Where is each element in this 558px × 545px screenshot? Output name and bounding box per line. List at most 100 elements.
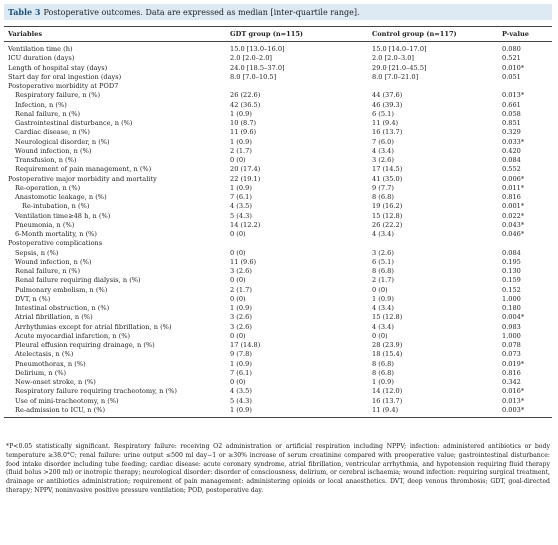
table-body: Ventilation time (h) 15.0 [13.0–16.0] 15.0… [4,42,552,418]
cell: 0.521 [502,54,521,63]
cell: 0.001* [502,202,525,211]
cell: 15.0 [14.0–17.0] [372,45,427,53]
table-row: Re-admission to ICU, n (%) 1 (0.9) 11 (9.4… [4,405,552,418]
table-row: Re-intubation, n (%) 4 (3.5) 19 (16.2) 0.00… [4,202,552,211]
cell: 0.329 [502,128,521,137]
cell: 0.058 [502,109,521,118]
row-label: Infection, n (%) [15,100,67,109]
cell: 14 (12.2) [230,220,261,229]
cell: 11 (9.4) [368,405,498,418]
cell: 1 (0.9) [230,109,252,118]
cell: 4 (3.4) [372,230,394,238]
cell: 0 (0) [230,331,246,340]
table-row: Arrhythmias except for atrial fibrillati… [4,323,552,332]
cell: 15.0 [13.0–16.0] [230,45,285,53]
cell: 9 (7.8) [230,350,252,359]
row-label: Respiratory failure, n (%) [15,91,101,100]
table-row: Length of hospital stay (days) 24.0 [18.5… [4,64,552,73]
cell: 0.078 [502,341,521,349]
cell: 42 (36.5) [230,100,261,109]
cell: 1 (0.9) [372,294,394,303]
cell: 7 (6.0) [372,137,394,146]
cell: 0.816 [502,368,521,377]
cell: 11 (9.6) [230,128,257,137]
column-header: P-value [498,26,552,42]
table-label: Table 3 [8,7,41,17]
cell: 0.019* [502,359,525,368]
table-row: Respiratory failure, n (%) 26 (22.6) 44 (3… [4,91,552,100]
cell: 46 (39.3) [372,100,403,109]
column-header: GDT group (n=115) [226,26,368,42]
table-row: Postoperative morbidity at POD7 [4,82,552,91]
table-row: Gastrointestinal disturbance, n (%) 10 (8… [4,119,552,128]
cell: 41 (35.0) [372,174,403,183]
row-label: Use of mini-tracheotomy, n (%) [15,396,119,405]
cell: 8 (6.8) [372,368,394,377]
row-label: Atrial fibrillation, n (%) [15,313,93,322]
footnote: *P<0.05 statistically significant. Respi… [6,443,550,494]
cell: 0.003* [498,405,552,418]
cell: 17 (14.5) [372,165,403,174]
cell: 1 (0.9) [230,183,252,192]
row-label: Pneumothorax, n (%) [15,359,86,368]
row-label: Renal failure, n (%) [15,109,81,118]
cell: 0.195 [502,257,521,266]
table-row: Use of mini-tracheotomy, n (%) 5 (4.3) 16 … [4,397,552,406]
cell: 2.0 [2.0–3.0] [372,54,414,63]
cell: 0.152 [502,285,521,294]
cell: 4 (3.4) [372,322,394,331]
cell: 4 (3.4) [372,146,394,155]
cell: 0.130 [502,267,521,275]
row-label: Atelectasis, n (%) [15,350,74,359]
row-label: Re-operation, n (%) [15,183,81,192]
cell: 18 (15.4) [372,350,403,359]
table-row: Intestinal obstruction, n (%) 1 (0.9) 4 (3… [4,304,552,313]
table-row: Pneumothorax, n (%) 1 (0.9) 8 (6.8) 0.019* [4,360,552,369]
cell: 0.016* [502,387,525,396]
row-label: Postoperative complications [8,239,103,248]
row-label: Wound infection, n (%) [15,257,92,266]
cell: 1 (0.9) [230,359,252,368]
cell: 3 (2.6) [372,248,394,257]
table-row: Cardiac disease, n (%) 11 (9.6) 16 (13.7) 0… [4,128,552,137]
cell: 1 (0.9) [372,378,394,386]
row-label: Requirement of pain management, n (%) [15,165,152,174]
row-label: ICU duration (days) [8,54,75,63]
cell: 0.983 [502,322,521,331]
cell: 0.342 [502,378,521,386]
row-label: Re-intubation, n (%) [22,202,90,211]
cell: 0 (0) [230,230,246,238]
row-label: Gastrointestinal disturbance, n (%) [15,119,133,127]
cell: 7 (6.1) [230,193,252,201]
table-row: DVT, n (%) 0 (0) 1 (0.9) 1.000 [4,295,552,304]
table-row: Renal failure, n (%) 3 (2.6) 8 (6.8) 0.130 [4,267,552,276]
cell: 0 (0) [230,276,246,285]
cell: 0.022* [502,211,525,220]
cell: 16 (13.7) [372,128,403,137]
cell: 7 (6.1) [230,368,252,377]
table-row: New-onset stroke, n (%) 0 (0) 1 (0.9) 0.342 [4,378,552,387]
cell: 17 (14.8) [230,341,261,349]
cell: 0.004* [502,313,525,322]
cell: 0.552 [502,165,521,174]
cell: 0.033* [502,137,525,146]
cell: 6 (5.1) [372,109,394,118]
table-row: Wound infection, n (%) 2 (1.7) 4 (3.4) 0.42… [4,147,552,156]
cell: 44 (37.6) [372,91,403,100]
row-label: Intestinal obstruction, n (%) [15,304,110,312]
cell: 0 (0) [372,285,388,294]
table-row: Pulmonary embolism, n (%) 2 (1.7) 0 (0) 0.1… [4,286,552,295]
table-row: Atelectasis, n (%) 9 (7.8) 18 (15.4) 0.073 [4,350,552,359]
table-row: 6-Month mortality, n (%) 0 (0) 4 (3.4) 0.04… [4,230,552,239]
cell: 0 (0) [230,156,246,164]
row-label: Renal failure requiring dialysis, n (%) [15,276,141,285]
table-row: Start day for oral ingestion (days) 8.0 [… [4,73,552,82]
row-label: Postoperative major morbidity and mortal… [8,174,157,183]
cell: 3 (2.6) [230,267,252,275]
cell: 3 (2.6) [230,313,252,322]
cell: 8 (6.8) [372,193,394,201]
row-label: DVT, n (%) [15,294,51,303]
cell: 0.661 [502,100,521,109]
cell: 2 (1.7) [230,285,252,294]
row-label: Delirium, n (%) [15,368,67,377]
